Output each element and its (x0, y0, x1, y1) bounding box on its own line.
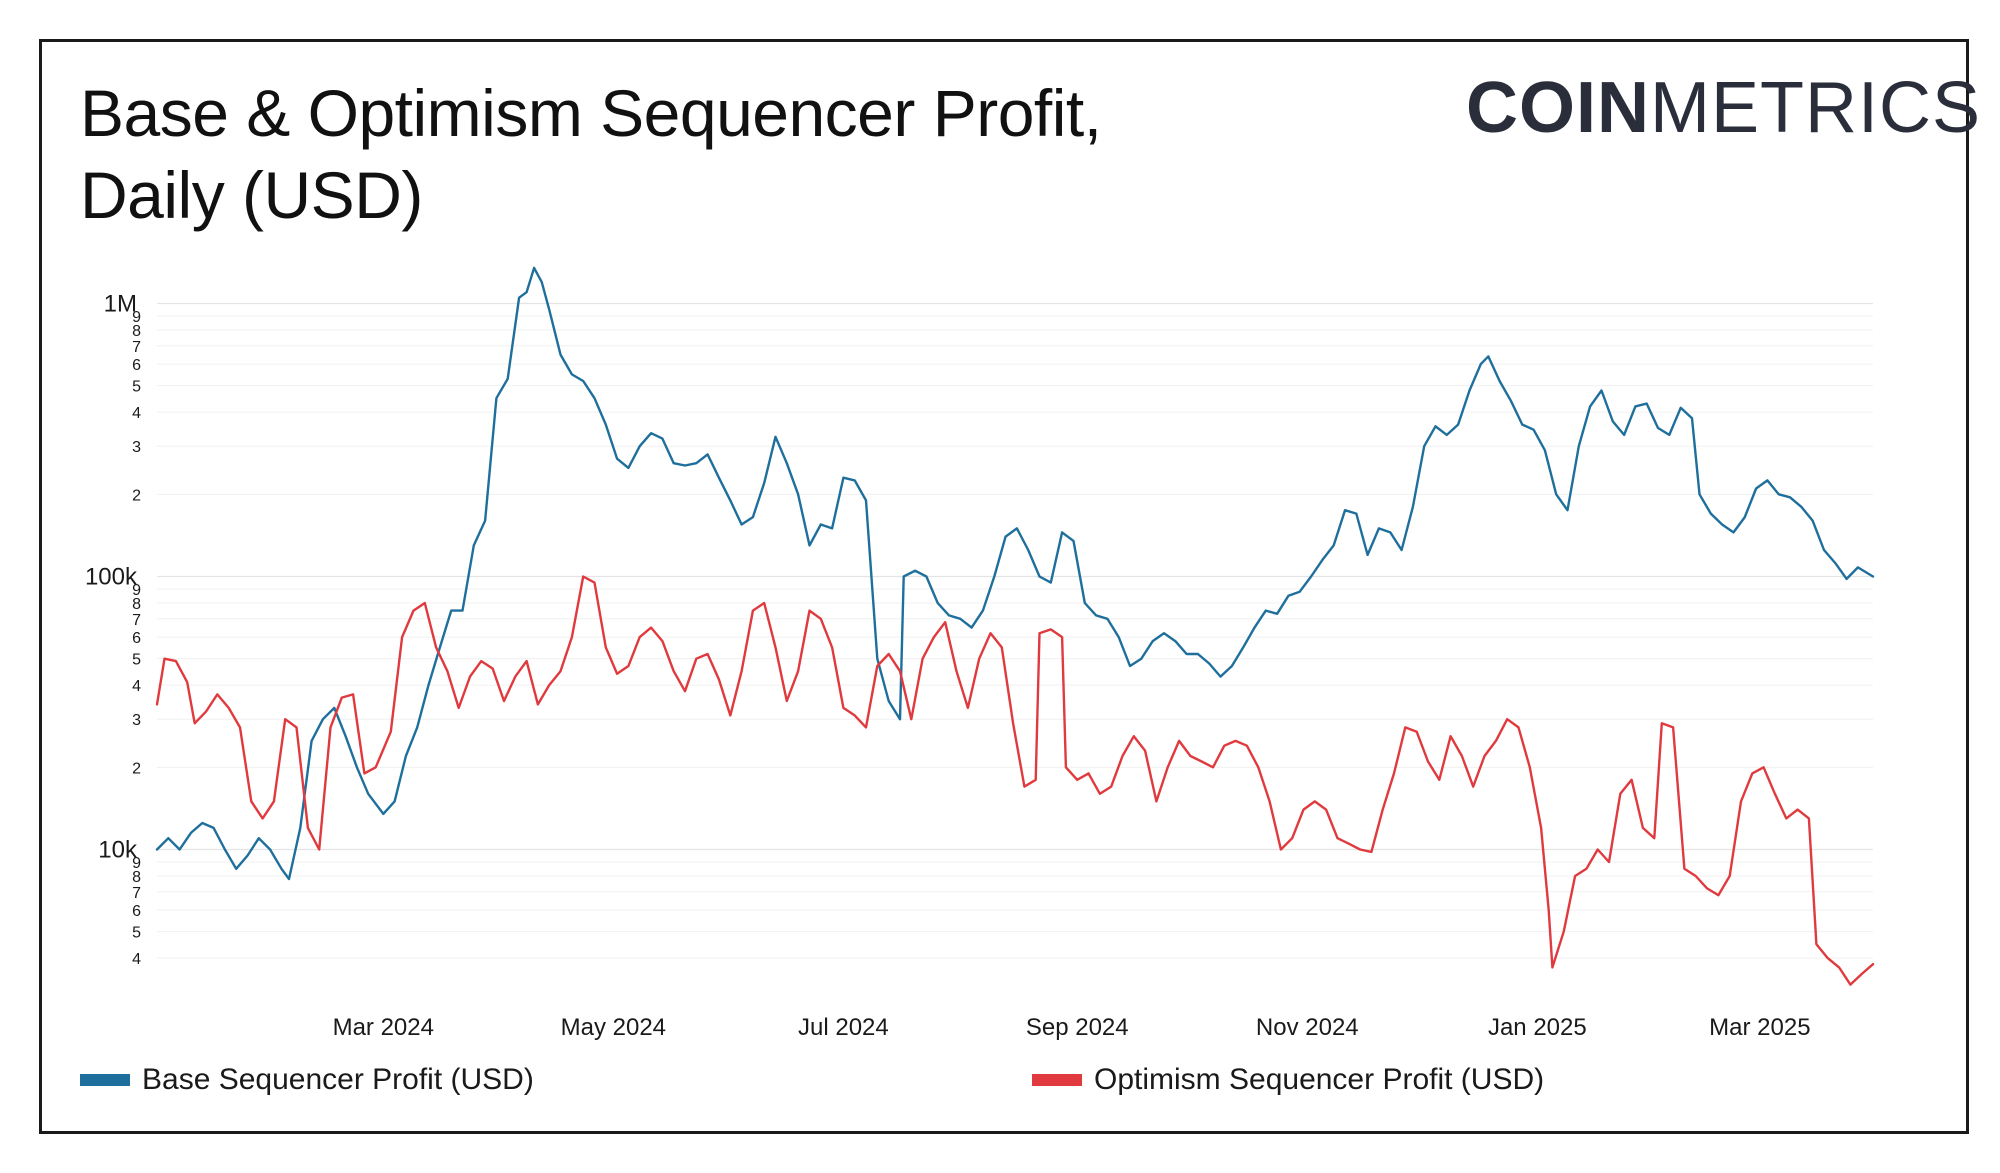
y-tick-label-major: 1M (104, 291, 137, 318)
x-tick-label: Mar 2025 (1709, 1014, 1810, 1041)
y-tick-label-minor: 2 (132, 487, 141, 504)
legend-item-optimism[interactable]: Optimism Sequencer Profit (USD) (1032, 1063, 1544, 1097)
legend-swatch-base (80, 1074, 130, 1086)
y-tick-label-minor: 8 (132, 596, 141, 613)
legend-label-optimism: Optimism Sequencer Profit (USD) (1094, 1063, 1545, 1096)
legend: Base Sequencer Profit (USD) Optimism Seq… (0, 1063, 2000, 1103)
x-tick-label: Jul 2024 (798, 1014, 889, 1041)
x-tick-label: Jan 2025 (1488, 1014, 1587, 1041)
y-tick-label-minor: 9 (132, 309, 141, 326)
logo-light-text: METRICS (1650, 68, 1981, 148)
y-tick-label-minor: 2 (132, 760, 141, 777)
y-tick-label-minor: 6 (132, 903, 141, 920)
y-tick-label-major: 100k (85, 564, 138, 591)
y-tick-label-major: 10k (98, 837, 138, 864)
y-tick-label-minor: 5 (132, 379, 141, 396)
y-tick-label-minor: 6 (132, 357, 141, 374)
y-tick-label-minor: 4 (132, 678, 141, 695)
x-tick-label: Sep 2024 (1026, 1014, 1129, 1041)
y-tick-label-minor: 8 (132, 869, 141, 886)
legend-swatch-optimism (1032, 1074, 1082, 1086)
x-tick-label: Nov 2024 (1256, 1014, 1359, 1041)
coinmetrics-logo: COINMETRICS (1466, 68, 1981, 148)
series-lines (155, 266, 1875, 986)
x-tick-label: Mar 2024 (333, 1014, 434, 1041)
y-tick-label-minor: 7 (132, 885, 141, 902)
chart-title: Base & Optimism Sequencer Profit, Daily … (80, 76, 1102, 232)
y-tick-label-minor: 7 (132, 612, 141, 629)
y-tick-label-minor: 4 (132, 405, 141, 422)
y-tick-label-minor: 9 (132, 855, 141, 872)
y-tick-label-minor: 5 (132, 652, 141, 669)
legend-label-base: Base Sequencer Profit (USD) (142, 1063, 534, 1096)
series-line-base (155, 266, 1875, 881)
y-tick-label-minor: 8 (132, 323, 141, 340)
y-tick-label-minor: 4 (132, 951, 141, 968)
y-tick-label-minor: 5 (132, 925, 141, 942)
x-tick-label: May 2024 (561, 1014, 666, 1041)
y-tick-label-minor: 3 (132, 439, 141, 456)
x-axis-ticks: Mar 2024 May 2024 Jul 2024 Sep 2024 Nov 2024… (333, 1014, 1811, 1041)
chart-frame (39, 39, 1969, 1134)
y-tick-label-minor: 3 (132, 712, 141, 729)
y-tick-label-minor: 7 (132, 339, 141, 356)
y-tick-label-minor: 9 (132, 582, 141, 599)
logo-bold-text: COIN (1466, 68, 1650, 148)
y-tick-label-minor: 6 (132, 630, 141, 647)
legend-item-base[interactable]: Base Sequencer Profit (USD) (80, 1063, 534, 1097)
series-line-optimism (155, 575, 1875, 986)
grid-lines (157, 302, 1873, 959)
